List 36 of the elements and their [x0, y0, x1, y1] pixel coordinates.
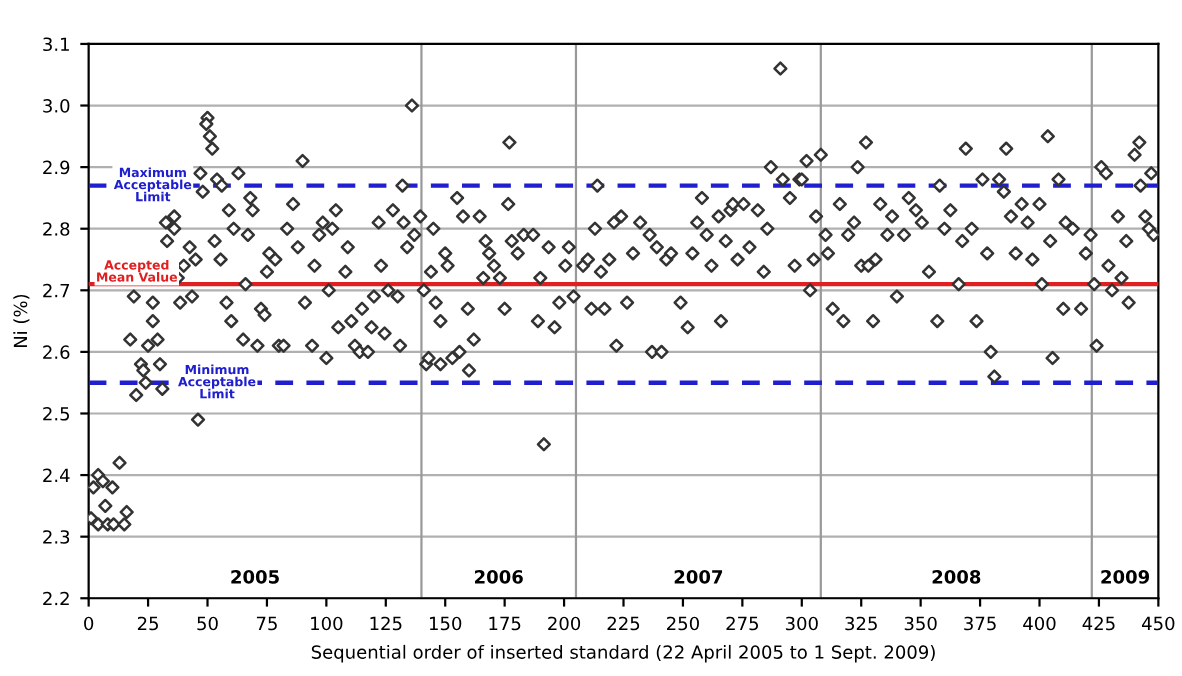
x-tick-label: 225 [607, 616, 640, 631]
x-tick-label: 200 [548, 616, 581, 631]
x-tick-label: 300 [785, 616, 818, 631]
y-tick-label: 2.7 [43, 283, 70, 298]
annotation: 2006 [475, 570, 523, 584]
x-tick-label: 275 [726, 616, 759, 631]
annotation: 2005 [231, 570, 279, 584]
annotation: 2007 [674, 570, 723, 584]
annotation: 2008 [932, 570, 981, 584]
y-tick-label: 2.9 [43, 160, 70, 175]
x-tick-label: 75 [256, 616, 277, 631]
y-tick-label: 2.2 [43, 591, 69, 606]
y-tick-label: 2.4 [43, 468, 70, 482]
y-tick-label: 3.0 [43, 98, 70, 113]
y-tick-label: 3.1 [43, 37, 69, 52]
x-tick-label: 175 [489, 616, 521, 631]
x-tick-label: 50 [197, 616, 218, 631]
x-tick-label: 400 [1023, 616, 1056, 631]
annotation: 2009 [1101, 570, 1150, 584]
y-tick-label: 2.6 [43, 345, 70, 360]
x-tick-label: 125 [370, 616, 402, 631]
x-tick-label: 450 [1142, 616, 1175, 631]
y-tick-label: 2.8 [43, 222, 70, 236]
x-tick-label: 250 [667, 616, 699, 631]
x-tick-label: 350 [904, 616, 937, 631]
x-tick-label: 25 [137, 616, 158, 631]
y-tick-label: 2.3 [43, 530, 70, 544]
x-tick-label: 375 [964, 616, 996, 631]
x-axis-title: Sequential order of inserted standard (22 April 2005 to 1 Sept. 2009) [311, 644, 935, 663]
x-tick-label: 100 [311, 616, 343, 631]
y-tick-label: 2.5 [43, 406, 70, 421]
x-tick-label: 0 [84, 616, 94, 631]
x-tick-label: 325 [845, 616, 877, 631]
y-axis-title: Ni (%) [13, 294, 30, 348]
x-tick-label: 150 [429, 616, 462, 631]
x-tick-label: 425 [1082, 616, 1115, 631]
